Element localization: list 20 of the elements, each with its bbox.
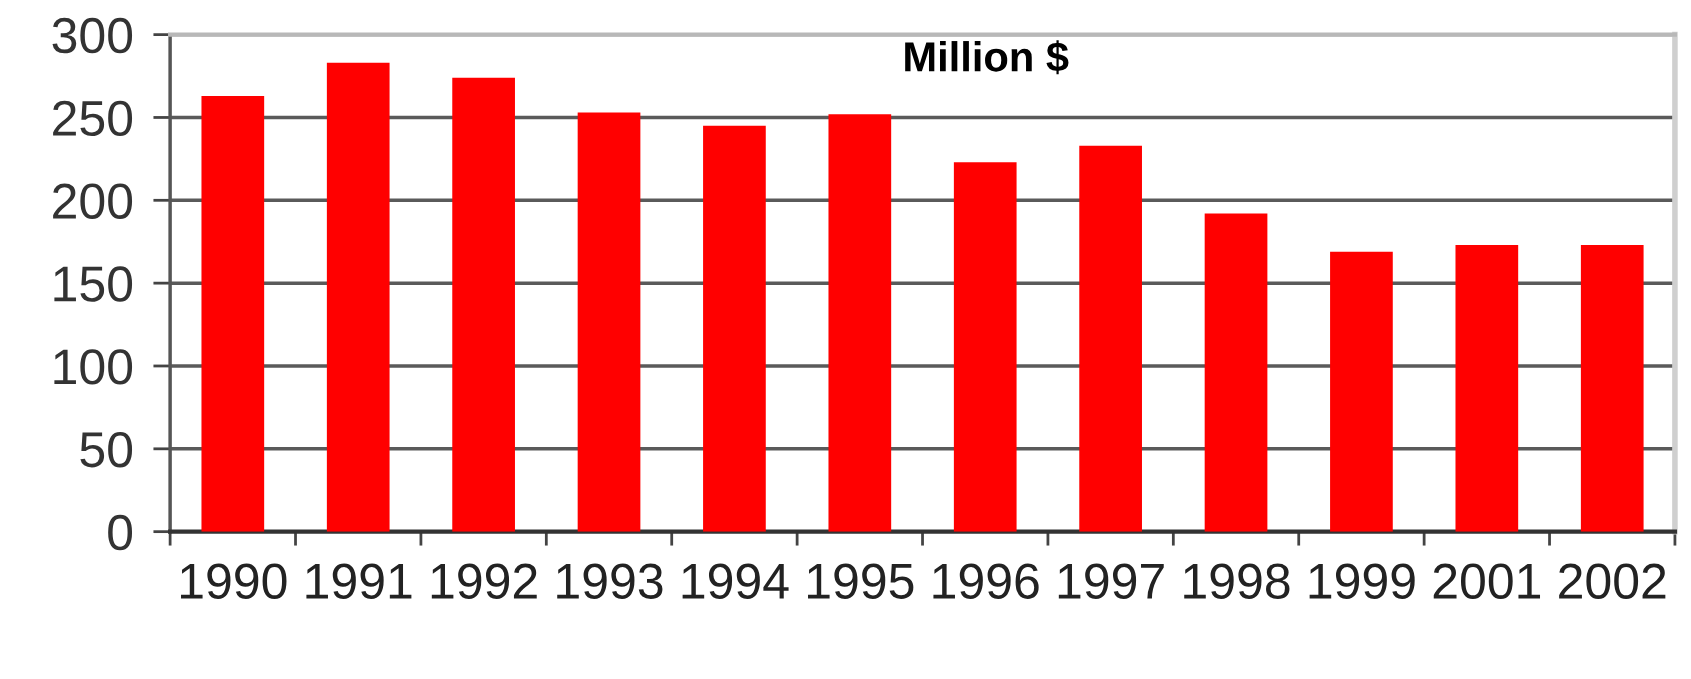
x-tick-label: 1991 — [306, 563, 412, 599]
x-tick-label: 1998 — [1184, 563, 1290, 599]
x-tick-label: 1992 — [431, 563, 537, 599]
x-tick-label: 1994 — [682, 563, 789, 599]
x-tick-label: 2002 — [1559, 563, 1666, 599]
y-tick-label: 0 — [108, 514, 133, 551]
y-tick-label: 300 — [52, 17, 133, 54]
chart-title: Million $ — [905, 40, 1069, 75]
x-tick-label: 1999 — [1309, 563, 1415, 599]
y-tick-label: 200 — [53, 183, 133, 219]
x-tick-label: 1990 — [181, 563, 287, 599]
y-tick-label: 50 — [80, 432, 133, 468]
x-tick-label: 2001 — [1433, 563, 1541, 599]
x-tick-label: 1993 — [557, 563, 663, 599]
x-tick-label: 1995 — [808, 563, 914, 599]
y-tick-label: 250 — [53, 100, 133, 137]
y-tick-label: 100 — [54, 349, 133, 385]
y-tick-label: 150 — [54, 266, 133, 302]
x-tick-label: 1996 — [933, 563, 1039, 599]
x-tick-label: 1997 — [1058, 563, 1164, 599]
